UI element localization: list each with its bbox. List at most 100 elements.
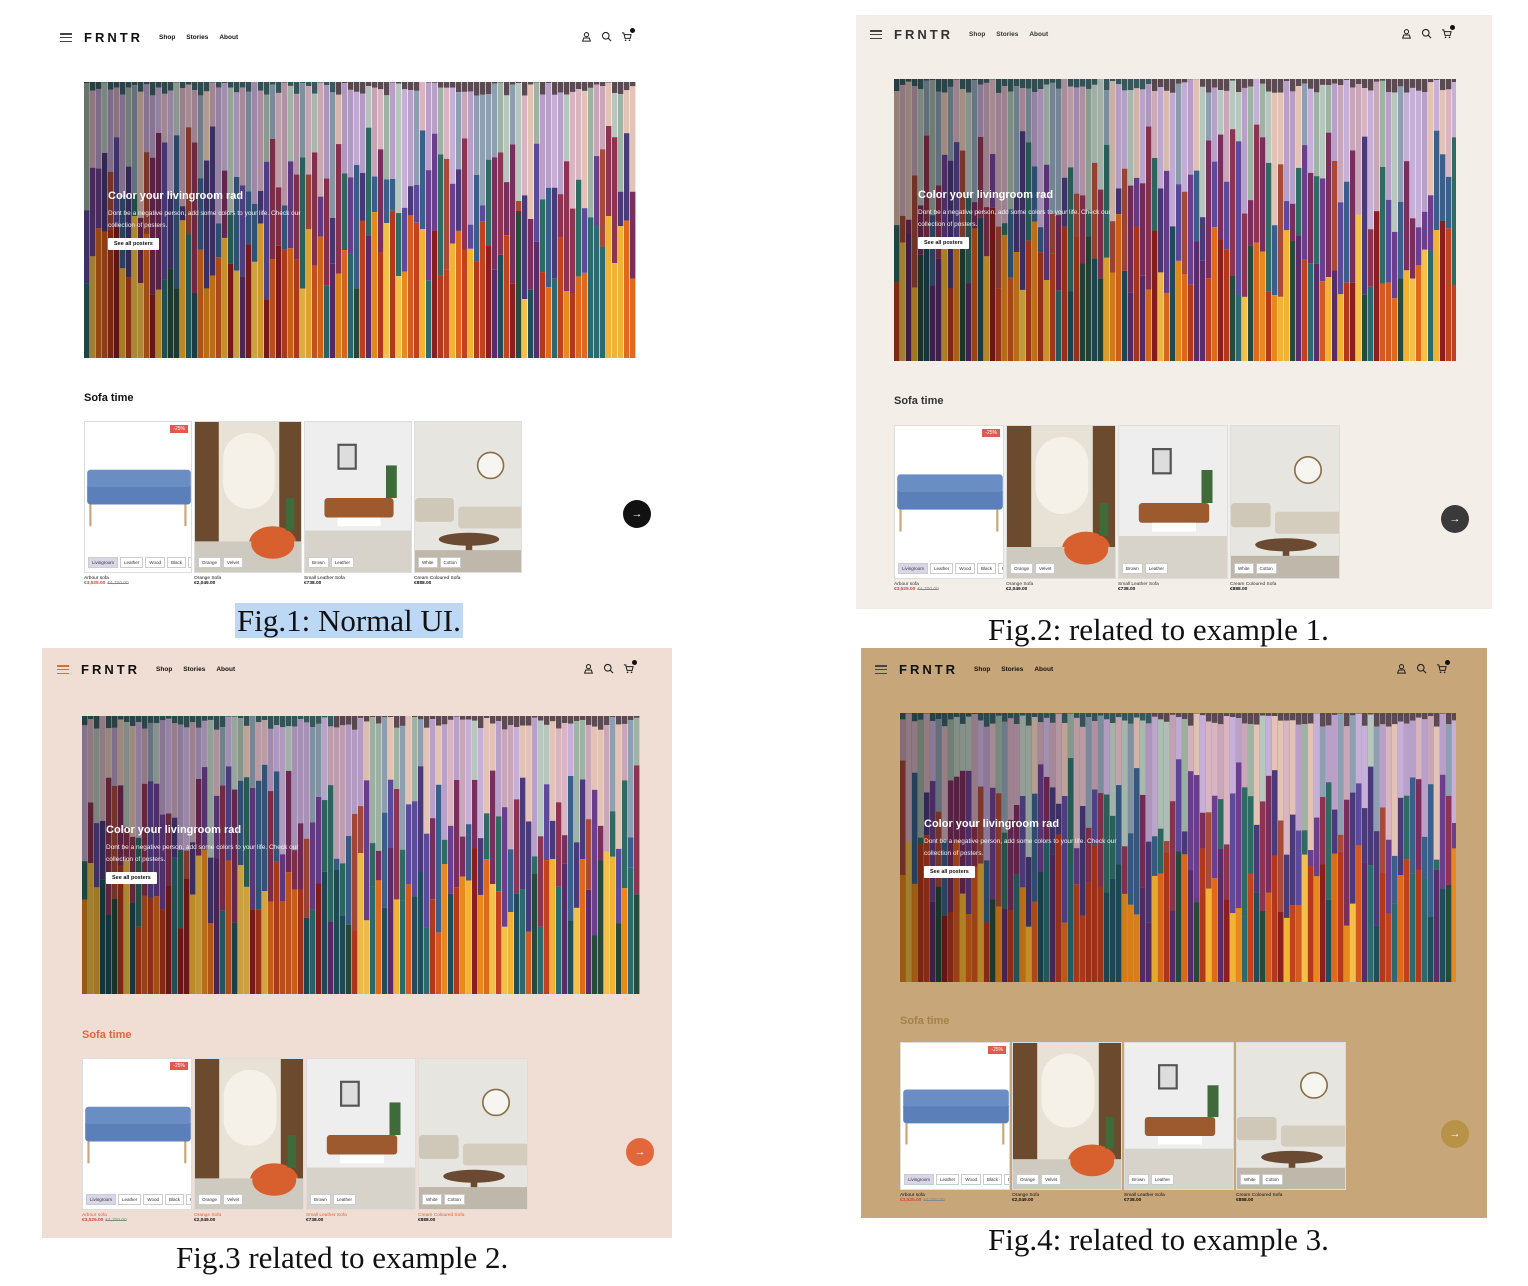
product-name[interactable]: Cream Coloured Sofa <box>1230 582 1277 587</box>
nav-link[interactable]: Shop <box>159 34 176 41</box>
tag-chip[interactable]: Leather <box>936 1174 960 1185</box>
product-image[interactable]: Orange Velvet <box>1006 425 1116 579</box>
product-card[interactable]: Orange Velvet Orange Sofa €2,049.00 <box>1006 425 1116 592</box>
brand-logo[interactable]: FRNTR <box>84 30 144 45</box>
see-all-posters-button[interactable]: See all posters <box>106 872 157 884</box>
product-image[interactable]: Orange Velvet <box>194 1058 304 1210</box>
product-name[interactable]: Arbour sofa <box>894 582 919 587</box>
tag-chip[interactable]: Velvet <box>223 557 244 568</box>
tag-chip[interactable]: Pug <box>185 1194 191 1205</box>
tag-chip[interactable]: White <box>1240 1174 1260 1185</box>
product-card[interactable]: White Cotton Cream Coloured Sofa €888.00 <box>418 1058 528 1223</box>
product-name[interactable]: Cream Coloured Sofa <box>1236 1193 1283 1198</box>
product-image[interactable]: Brown Leather <box>1118 425 1228 579</box>
product-card[interactable]: -25% LivingroomLeatherWoodBlackPug Arbour … <box>894 425 1004 592</box>
see-all-posters-button[interactable]: See all posters <box>918 237 969 249</box>
tag-chip[interactable]: Brown <box>310 1194 331 1205</box>
product-card[interactable]: -25% LivingroomLeatherWoodBlackPug Arbour … <box>900 1042 1010 1203</box>
product-image[interactable]: -25% LivingroomLeatherWoodBlackPug <box>84 421 192 573</box>
see-all-posters-button[interactable]: See all posters <box>108 238 159 250</box>
tag-chip[interactable]: Cotton <box>439 557 461 568</box>
product-name[interactable]: Small Leather Sofa <box>1124 1193 1165 1198</box>
brand-logo[interactable]: FRNTR <box>81 662 141 677</box>
tag-chip[interactable]: Cotton <box>1261 1174 1283 1185</box>
product-name[interactable]: Small Leather Sofa <box>1118 582 1159 587</box>
user-icon[interactable] <box>581 31 592 42</box>
tag-chip[interactable]: Brown <box>1122 563 1143 574</box>
carousel-next-button[interactable]: → <box>1441 505 1469 533</box>
tag-chip[interactable]: Pug <box>1003 1174 1009 1185</box>
user-icon[interactable] <box>1396 663 1407 674</box>
carousel-next-button[interactable]: → <box>623 500 651 528</box>
product-card[interactable]: -25% LivingroomLeatherWoodBlackPug Arbour … <box>84 421 192 586</box>
tag-chip[interactable]: Leather <box>1150 1174 1175 1185</box>
cart-icon[interactable] <box>1441 25 1455 39</box>
product-image[interactable]: Brown Leather <box>306 1058 416 1210</box>
product-name[interactable]: Arbour sofa <box>82 1213 107 1218</box>
product-card[interactable]: Orange Velvet Orange Sofa €2,049.00 <box>194 1058 304 1223</box>
product-image[interactable]: Orange Velvet <box>1012 1042 1122 1190</box>
tag-chip[interactable]: Leather <box>330 557 355 568</box>
product-card[interactable]: Brown Leather Small Leather Sofa €738.00 <box>306 1058 416 1223</box>
product-image[interactable]: -25% LivingroomLeatherWoodBlackPug <box>82 1058 192 1210</box>
product-name[interactable]: Orange Sofa <box>194 1213 222 1218</box>
product-image[interactable]: Brown Leather <box>304 421 412 573</box>
tag-chip[interactable]: Leather <box>930 563 954 574</box>
product-card[interactable]: Orange Velvet Orange Sofa €2,049.00 <box>194 421 302 586</box>
product-card[interactable]: Orange Velvet Orange Sofa €2,049.00 <box>1012 1042 1122 1203</box>
tag-chip[interactable]: Leather <box>120 557 144 568</box>
tag-chip[interactable]: Black <box>982 1174 1002 1185</box>
tag-chip[interactable]: Brown <box>1128 1174 1149 1185</box>
tag-chip[interactable]: Brown <box>308 557 329 568</box>
tag-chip[interactable]: Orange <box>198 1194 222 1205</box>
product-image[interactable]: White Cotton <box>1236 1042 1346 1190</box>
nav-link[interactable]: About <box>219 34 239 41</box>
nav-link[interactable]: Shop <box>974 666 991 673</box>
user-icon[interactable] <box>583 663 594 674</box>
product-name[interactable]: Arbour sofa <box>84 576 109 581</box>
product-image[interactable]: -25% LivingroomLeatherWoodBlackPug <box>894 425 1004 579</box>
carousel-next-button[interactable]: → <box>626 1138 654 1166</box>
product-card[interactable]: White Cotton Cream Coloured Sofa €888.00 <box>414 421 522 586</box>
product-image[interactable]: White Cotton <box>414 421 522 573</box>
nav-link[interactable]: Stories <box>183 666 206 673</box>
cart-icon[interactable] <box>621 28 635 42</box>
search-icon[interactable] <box>1421 28 1432 39</box>
product-image[interactable]: Orange Velvet <box>194 421 302 573</box>
product-card[interactable]: Brown Leather Small Leather Sofa €738.00 <box>1124 1042 1234 1203</box>
nav-link[interactable]: Shop <box>969 31 986 38</box>
carousel-next-button[interactable]: → <box>1441 1120 1469 1148</box>
tag-chip[interactable]: Leather <box>1144 563 1169 574</box>
menu-icon[interactable] <box>57 665 69 674</box>
product-name[interactable]: Orange Sofa <box>1012 1193 1040 1198</box>
search-icon[interactable] <box>1416 663 1427 674</box>
brand-logo[interactable]: FRNTR <box>894 27 954 42</box>
product-name[interactable]: Small Leather Sofa <box>306 1213 347 1218</box>
brand-logo[interactable]: FRNTR <box>899 662 959 677</box>
menu-icon[interactable] <box>870 30 882 39</box>
tag-chip[interactable]: White <box>422 1194 442 1205</box>
product-card[interactable]: White Cotton Cream Coloured Sofa €888.00 <box>1230 425 1340 592</box>
tag-chip[interactable]: Livingroom <box>88 557 119 568</box>
product-name[interactable]: Small Leather Sofa <box>304 576 345 581</box>
tag-chip[interactable]: Leather <box>332 1194 357 1205</box>
product-name[interactable]: Cream Coloured Sofa <box>418 1213 465 1218</box>
product-image[interactable]: Brown Leather <box>1124 1042 1234 1190</box>
tag-chip[interactable]: Livingroom <box>86 1194 117 1205</box>
cart-icon[interactable] <box>1436 660 1450 674</box>
tag-chip[interactable]: Velvet <box>223 1194 244 1205</box>
cart-icon[interactable] <box>623 660 637 674</box>
nav-link[interactable]: About <box>1034 666 1054 673</box>
menu-icon[interactable] <box>60 33 72 42</box>
product-image[interactable]: -25% LivingroomLeatherWoodBlackPug <box>900 1042 1010 1190</box>
tag-chip[interactable]: White <box>1234 563 1254 574</box>
tag-chip[interactable]: White <box>418 557 438 568</box>
menu-icon[interactable] <box>875 665 887 674</box>
product-card[interactable]: White Cotton Cream Coloured Sofa €888.00 <box>1236 1042 1346 1203</box>
tag-chip[interactable]: Wood <box>143 1194 163 1205</box>
product-card[interactable]: Brown Leather Small Leather Sofa €738.00 <box>304 421 412 586</box>
product-card[interactable]: Brown Leather Small Leather Sofa €738.00 <box>1118 425 1228 592</box>
tag-chip[interactable]: Wood <box>955 563 975 574</box>
product-name[interactable]: Arbour sofa <box>900 1193 925 1198</box>
product-image[interactable]: White Cotton <box>418 1058 528 1210</box>
